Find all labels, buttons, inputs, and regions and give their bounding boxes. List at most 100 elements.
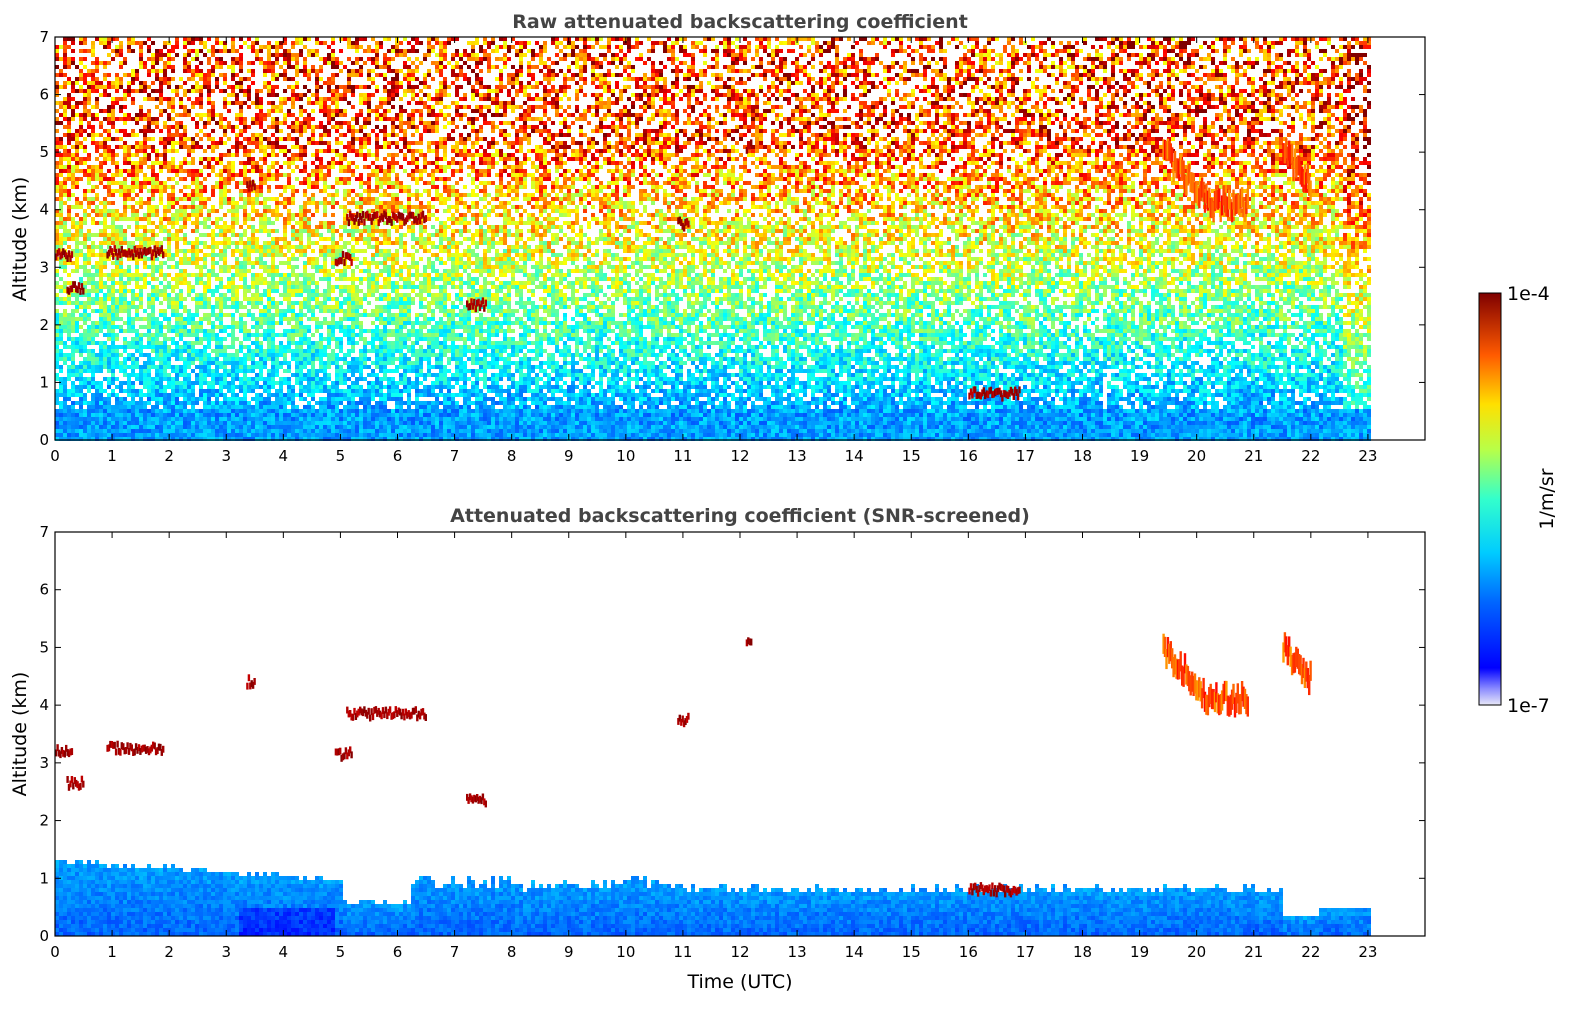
- cloud-cell: [357, 708, 360, 716]
- cloud-cell: [685, 218, 689, 225]
- cloud-cell: [391, 712, 395, 720]
- cloud-cell: [59, 252, 62, 260]
- cloud-cell: [1213, 191, 1217, 212]
- cloud-cell: [350, 259, 353, 266]
- cloud-cell: [975, 392, 978, 399]
- cloud-cell: [1229, 694, 1232, 715]
- cloud-cell: [132, 749, 135, 756]
- cloud-cell: [381, 707, 385, 714]
- cloud-cell: [995, 890, 998, 898]
- cloud-cell: [1165, 648, 1168, 670]
- cloud-cell: [370, 218, 373, 225]
- cloud-cell: [343, 259, 346, 266]
- cloud-cell: [1243, 201, 1247, 222]
- cloud-cell: [359, 706, 362, 714]
- y-tick-label: 6: [39, 86, 49, 104]
- cloud-cell: [66, 776, 69, 783]
- cloud-cell: [82, 287, 85, 295]
- x-tick-label: 11: [673, 447, 692, 465]
- cloud-cell: [677, 217, 680, 225]
- x-tick-label: 13: [788, 943, 807, 961]
- cloud-cell: [341, 753, 345, 761]
- x-tick-label: 10: [616, 943, 635, 961]
- cloud-cell: [1212, 202, 1215, 223]
- cloud-cell: [147, 247, 151, 255]
- cloud-cell: [76, 286, 79, 294]
- cloud-cell: [1183, 653, 1187, 674]
- cloud-cell: [130, 744, 133, 752]
- cloud-cell: [999, 390, 1003, 398]
- cloud-cell: [386, 218, 389, 225]
- cloud-cell: [65, 252, 68, 260]
- cloud-cell: [1308, 674, 1311, 696]
- cloud-cell: [470, 298, 473, 306]
- cloud-cell: [350, 751, 353, 759]
- cloud-cell: [66, 255, 69, 262]
- cloud-cell: [1196, 185, 1200, 206]
- colorbar-max-label: 1e-4: [1507, 283, 1550, 305]
- cloud-cell: [113, 245, 116, 252]
- cloud-cell: [1005, 391, 1008, 399]
- cloud-cell: [1208, 687, 1211, 708]
- cloud-cell: [1238, 694, 1241, 715]
- cloud-cell: [367, 707, 370, 715]
- cloud-cell: [133, 245, 136, 253]
- cloud-cell: [69, 255, 72, 263]
- x-tick-label: 12: [730, 447, 749, 465]
- cloud-cell: [976, 889, 980, 897]
- cloud-cell: [387, 215, 390, 223]
- x-tick-label: 13: [788, 447, 807, 465]
- x-tick-label: 7: [450, 943, 460, 961]
- cloud-cell: [398, 708, 402, 716]
- cloud-cell: [370, 708, 373, 716]
- cloud-cell: [1305, 172, 1308, 193]
- cloud-cell: [971, 888, 974, 896]
- cloud-cell: [1306, 163, 1309, 184]
- cloud-cell: [1233, 195, 1237, 216]
- cloud-cell: [1172, 161, 1175, 182]
- x-tick-label: 19: [1130, 943, 1149, 961]
- cloud-cell: [134, 743, 138, 751]
- x-tick-label: 15: [902, 943, 921, 961]
- cloud-cell: [401, 213, 405, 221]
- cloud-cell: [418, 712, 422, 720]
- cloud-cell: [1235, 692, 1238, 713]
- cloud-cell: [474, 305, 477, 313]
- cloud-cell: [747, 142, 750, 150]
- cloud-cell: [1006, 885, 1010, 893]
- cloud-cell: [1172, 657, 1175, 678]
- cloud-cell: [424, 215, 427, 222]
- cloud-cell: [1235, 193, 1238, 214]
- x-tick-label: 7: [450, 447, 460, 465]
- cloud-cell: [378, 710, 382, 718]
- cloud-cell: [1292, 653, 1295, 674]
- cloud-cell: [750, 638, 753, 646]
- cloud-cell: [63, 250, 66, 258]
- cloud-cell: [984, 392, 987, 400]
- cloud-cell: [481, 297, 485, 305]
- cloud-cell: [153, 245, 156, 253]
- cloud-cell: [991, 882, 994, 890]
- cloud-cell: [1292, 161, 1295, 182]
- x-tick-label: 0: [50, 447, 60, 465]
- cloud-cell: [1171, 147, 1174, 168]
- cloud-cell: [113, 741, 116, 749]
- x-tick-label: 22: [1301, 447, 1320, 465]
- cloud-cell: [136, 248, 139, 256]
- cloud-cell: [745, 146, 749, 154]
- cloud-cell: [677, 718, 680, 725]
- cloud-cell: [682, 720, 686, 728]
- cloud-cell: [80, 283, 84, 290]
- cloud-cell: [1298, 155, 1301, 176]
- cloud-cell: [986, 886, 990, 894]
- x-tick-label: 20: [1187, 943, 1206, 961]
- cloud-cell: [678, 714, 681, 722]
- cloud-cell: [477, 796, 480, 804]
- cloud-cell: [393, 212, 396, 220]
- cloud-cell: [1283, 632, 1287, 653]
- cloud-cell: [356, 710, 359, 718]
- cloud-cell: [247, 184, 251, 192]
- cloud-cell: [998, 387, 1001, 395]
- cloud-cell: [150, 253, 153, 261]
- cloud-cell: [341, 250, 345, 258]
